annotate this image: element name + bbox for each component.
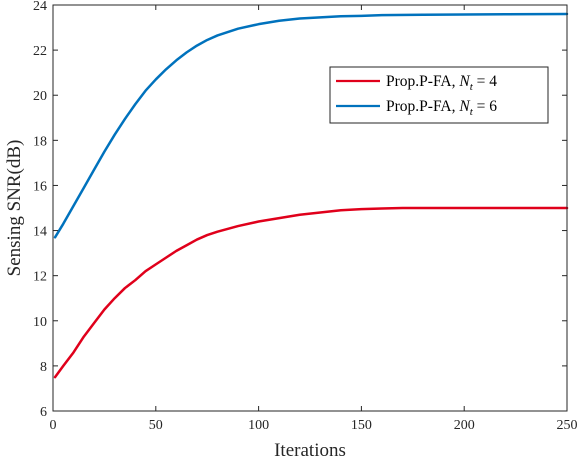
x-tick-label: 200 (454, 418, 475, 433)
legend: Prop.P-FA, Nt = 4 Prop.P-FA, Nt = 6 (329, 66, 549, 124)
x-tick-label: 100 (248, 418, 269, 433)
x-axis-label: Iterations (274, 440, 346, 458)
axes-layer: 0 50 100 150 200 250 6 8 10 12 14 16 18 20 22 24 (33, 0, 578, 433)
y-tick-label: 8 (40, 360, 47, 375)
y-tick-label: 12 (33, 270, 47, 285)
y-tick-label: 18 (33, 134, 47, 149)
x-tick-label: 150 (351, 418, 372, 433)
y-tick-label: 10 (33, 315, 47, 330)
legend-label-series-1: Prop.P-FA, Nt = 4 (386, 73, 497, 93)
x-tick-label: 50 (149, 418, 163, 433)
y-axis-label: Sensing SNR(dB) (4, 140, 25, 277)
series-layer (53, 12, 569, 379)
legend-label-series-2: Prop.P-FA, Nt = 6 (386, 98, 497, 118)
legend-box (329, 66, 549, 124)
x-tick-label: 250 (557, 418, 578, 433)
series-line-2 (53, 12, 569, 239)
y-tick-label: 6 (40, 405, 47, 420)
y-tick-label: 24 (33, 0, 47, 14)
y-tick-label: 20 (33, 89, 47, 104)
y-tick-label: 22 (33, 44, 47, 59)
y-tick-label: 14 (33, 225, 47, 240)
x-tick-label: 0 (50, 418, 57, 433)
series-line-1 (53, 206, 569, 379)
y-tick-label: 16 (33, 179, 47, 194)
axes-box (52, 4, 568, 412)
